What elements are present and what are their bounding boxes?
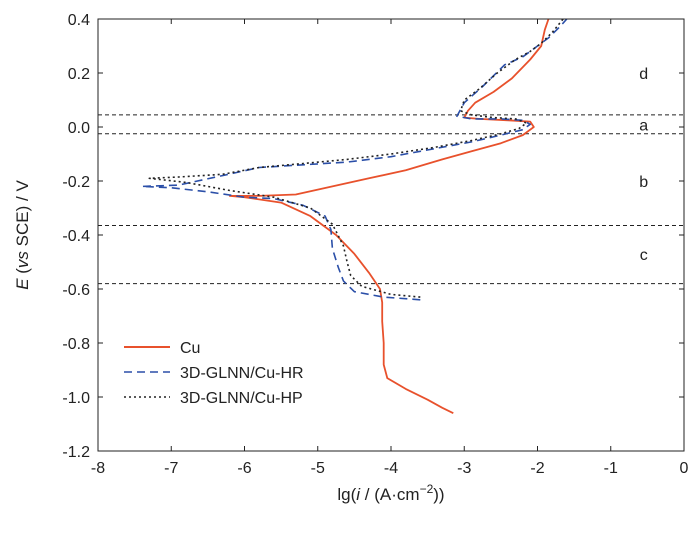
y-tick-label: -0.4 <box>62 228 90 245</box>
legend-label-cu: Cu <box>180 340 200 357</box>
x-tick-label: -1 <box>604 460 618 477</box>
y-tick-label: -1.2 <box>62 444 90 461</box>
series-layer <box>141 18 568 415</box>
series-line-0 <box>228 18 550 415</box>
axis-ticks: -8 -7 -6 -5 -4 -3 -2 -1 0 0.4 0.2 0.0 -0.2 -0.4 -0.6 -0… <box>62 12 688 477</box>
y-tick-label: -0.6 <box>62 282 90 299</box>
y-tick-label: -1.0 <box>62 390 90 407</box>
x-tick-label: -5 <box>311 460 325 477</box>
x-tick-label: -7 <box>164 460 178 477</box>
y-tick-label: 0.4 <box>68 12 90 29</box>
series-line-2 <box>148 18 564 298</box>
x-tick-label: -3 <box>457 460 471 477</box>
x-tick-label: -4 <box>384 460 398 477</box>
y-tick-label: -0.8 <box>62 336 90 353</box>
x-tick-label: -8 <box>91 460 105 477</box>
y-axis-title: E (vs SCE) / V <box>13 180 32 290</box>
region-label-a: a <box>639 117 648 134</box>
x-tick-label: 0 <box>680 460 689 477</box>
x-tick-label: -2 <box>530 460 544 477</box>
x-tick-label: -6 <box>237 460 251 477</box>
y-tick-label: -0.2 <box>62 174 90 191</box>
x-axis-title: lg(i / (A·cm−2)) <box>337 482 444 504</box>
region-label-c: c <box>640 247 648 264</box>
region-label-b: b <box>639 174 648 191</box>
legend-label-hp: 3D-GLNN/Cu-HP <box>180 390 303 407</box>
legend-label-hr: 3D-GLNN/Cu-HR <box>180 365 304 382</box>
region-label-d: d <box>639 66 648 83</box>
y-tick-label: 0.0 <box>68 120 90 137</box>
region-labels: d a b c <box>639 66 648 264</box>
y-tick-label: 0.2 <box>68 66 90 83</box>
legend: Cu 3D-GLNN/Cu-HR 3D-GLNN/Cu-HP <box>124 340 304 407</box>
